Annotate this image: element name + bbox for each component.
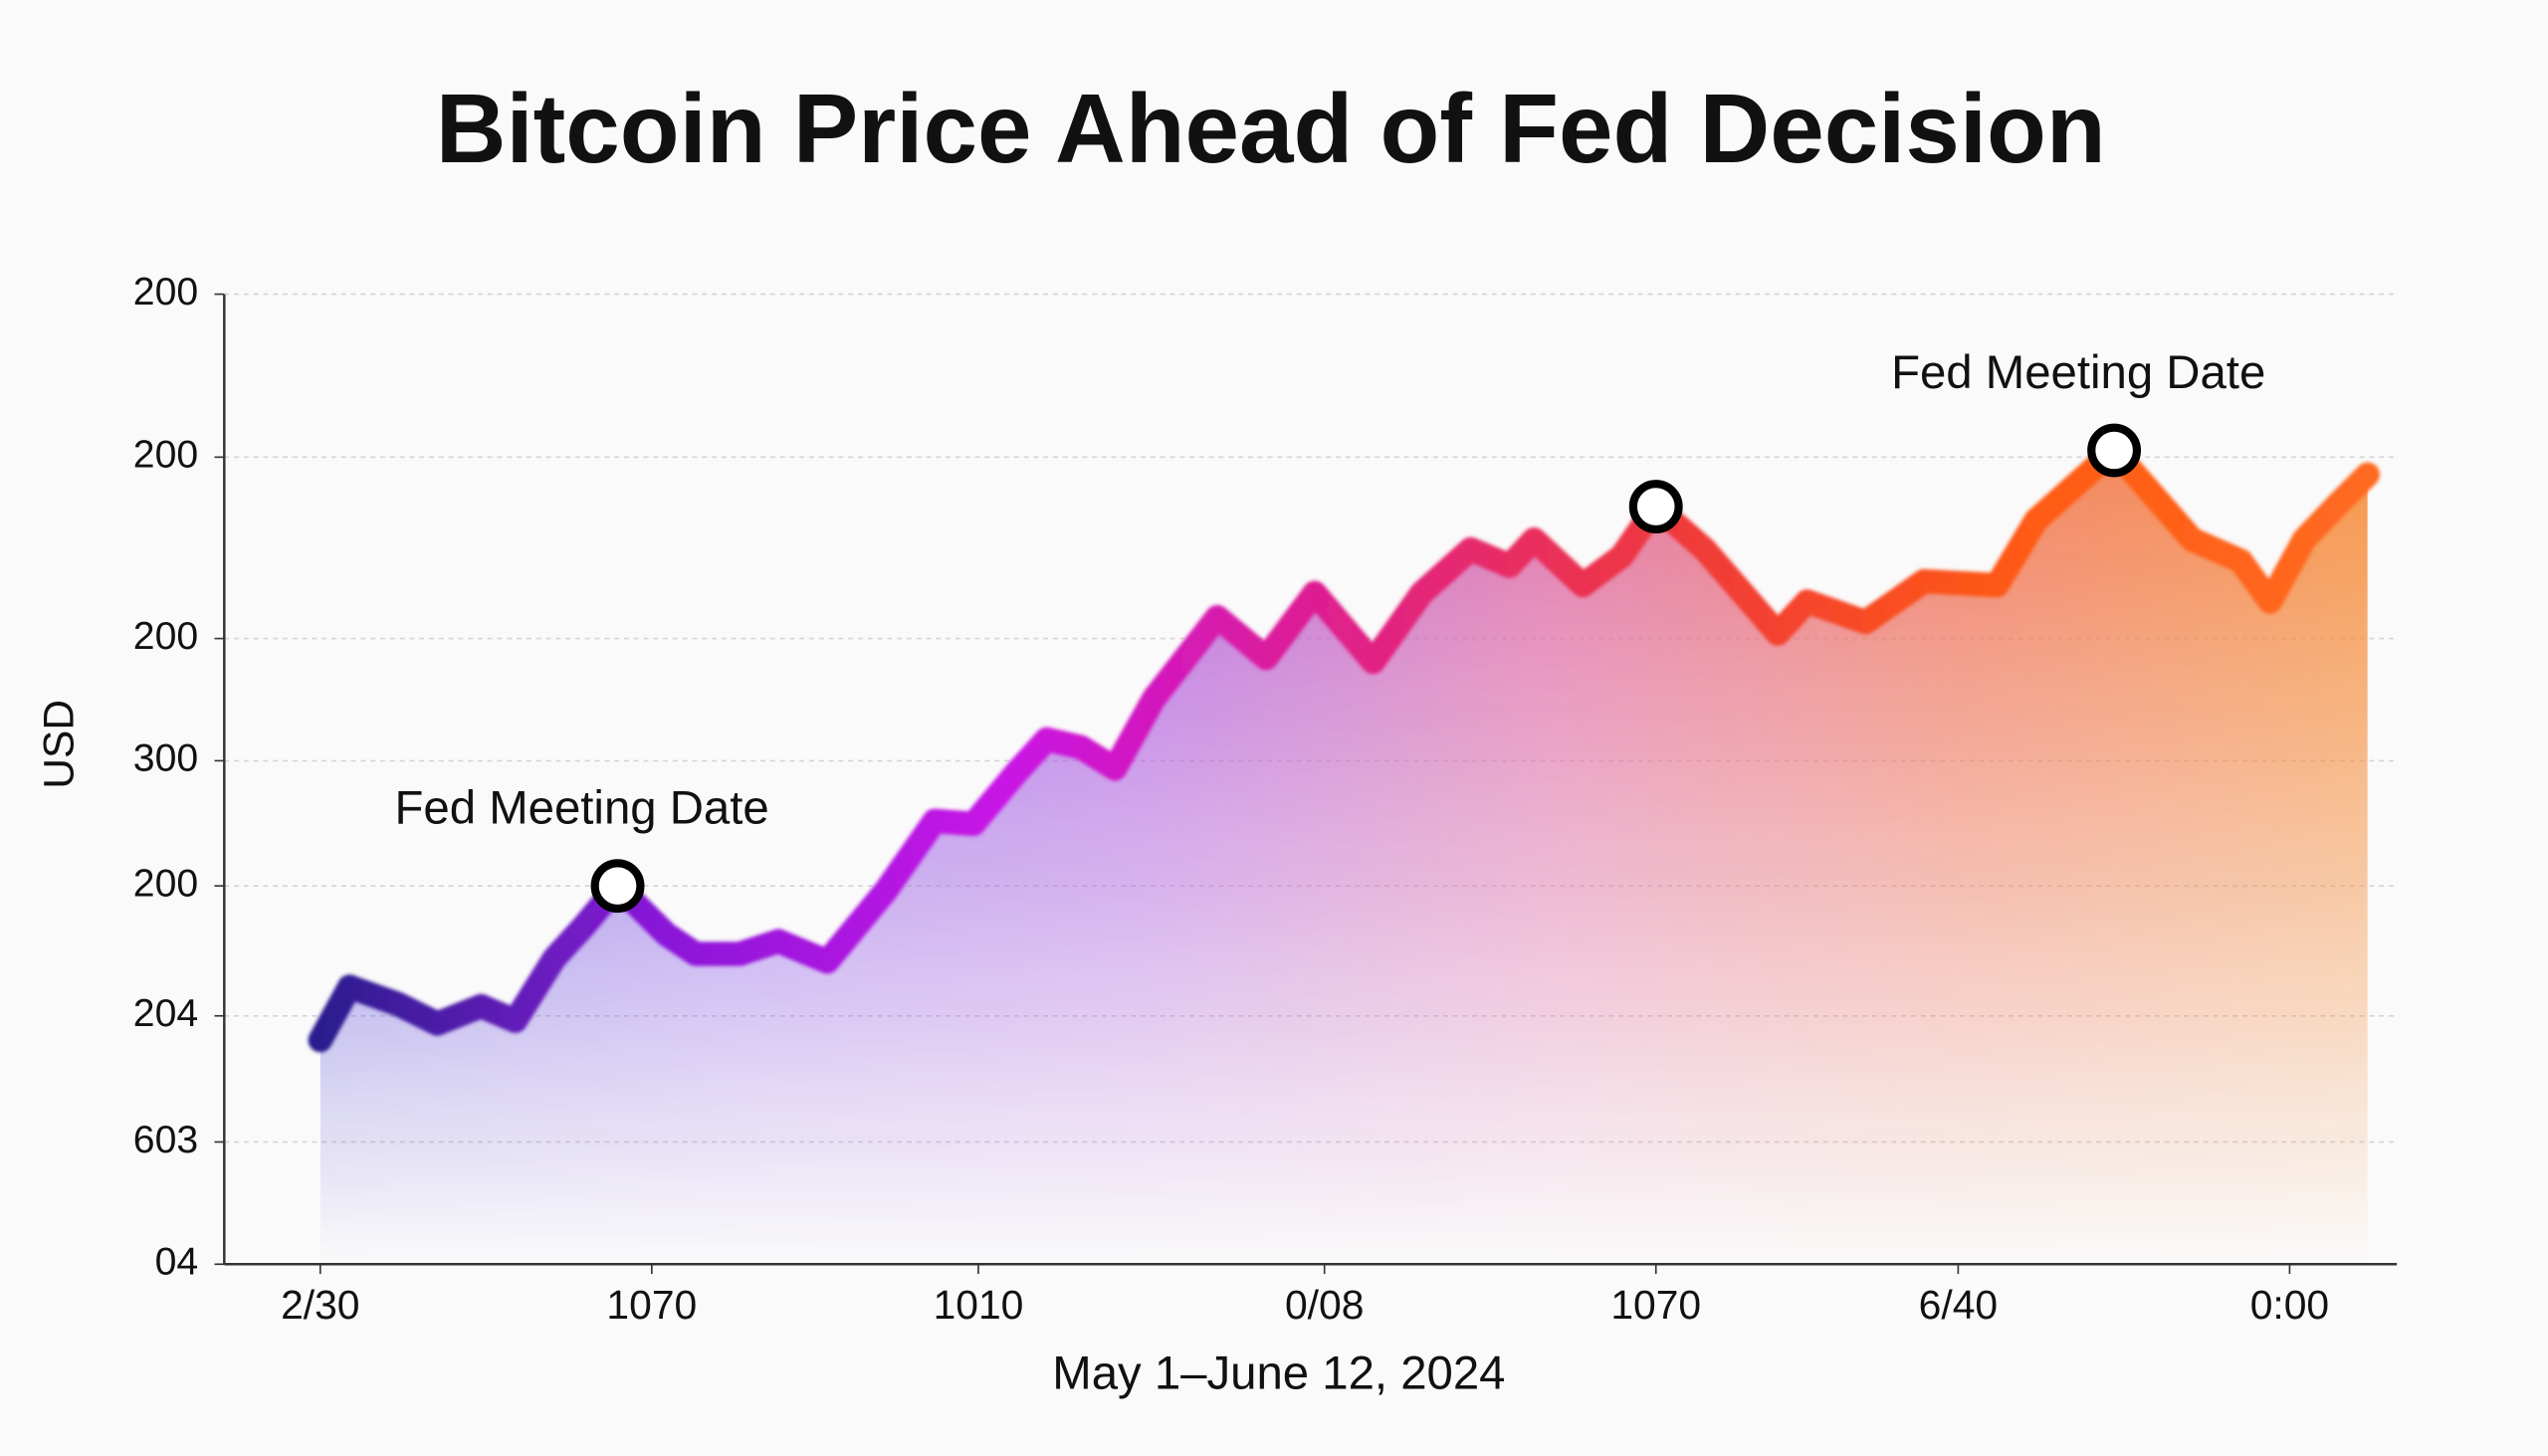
y-tick-label: 04 [155, 1241, 199, 1284]
highlight-marker [2087, 423, 2142, 478]
x-tick-label: 0:00 [2250, 1282, 2329, 1328]
highlight-marker [1628, 480, 1683, 533]
y-tick-label: 200 [133, 615, 198, 658]
x-tick-label: 1010 [934, 1282, 1024, 1328]
y-axis-label: USD [35, 700, 82, 789]
y-tick-label: 200 [133, 434, 198, 477]
y-tick-label: 200 [133, 271, 198, 313]
area [319, 450, 2368, 1265]
highlight-marker [590, 859, 645, 914]
y-tick-label: 204 [133, 992, 198, 1035]
x-tick-label: 6/40 [1919, 1282, 1998, 1328]
x-tick-label: 1070 [606, 1282, 697, 1328]
x-tick-label: 2/30 [281, 1282, 359, 1328]
annotation: Fed Meeting Date [1891, 346, 2265, 399]
y-tick-label: 300 [133, 737, 198, 780]
x-axis-label: May 1–June 12, 2024 [1052, 1347, 1505, 1399]
x-tick-label: 0/08 [1285, 1282, 1364, 1328]
chart-title: Bitcoin Price Ahead of Fed Decision [436, 74, 2106, 183]
y-tick-label: 200 [133, 862, 198, 905]
y-tick-label: 603 [133, 1119, 198, 1161]
x-tick-label: 1070 [1610, 1282, 1701, 1328]
annotation: Fed Meeting Date [395, 782, 769, 835]
